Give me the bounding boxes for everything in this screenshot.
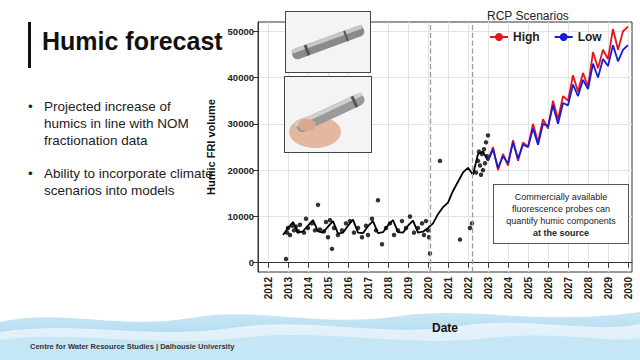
svg-text:10000: 10000 [228, 211, 254, 222]
svg-text:Date: Date [432, 321, 458, 335]
html-text:RCP Scenarios: RCP Scenarios [487, 9, 569, 23]
html-text:Centre for Water Resource Stud: Centre for Water Resource Studies | Dalh… [30, 342, 235, 351]
svg-text:High: High [513, 30, 540, 44]
svg-text:2016: 2016 [343, 277, 354, 300]
html-text:Ability to incorporate climate: Ability to incorporate climate scenarios… [44, 166, 213, 198]
svg-text:50000: 50000 [228, 26, 254, 37]
svg-text:40000: 40000 [228, 72, 254, 83]
svg-text:2021: 2021 [443, 277, 454, 300]
svg-text:2013: 2013 [283, 277, 294, 300]
html-text:at the source: at the source [533, 228, 589, 238]
svg-text:2015: 2015 [323, 277, 334, 300]
html-text:Humic forecast: Humic forecast [42, 27, 223, 55]
svg-text:Low: Low [578, 30, 603, 44]
svg-text:2020: 2020 [423, 277, 434, 300]
svg-text:2012: 2012 [263, 277, 274, 300]
svg-text:2030: 2030 [623, 277, 634, 300]
svg-text:2022: 2022 [463, 277, 474, 300]
svg-text:Humic FRI volume: Humic FRI volume [205, 99, 218, 195]
svg-text:2014: 2014 [303, 277, 314, 300]
svg-text:2025: 2025 [523, 277, 534, 300]
svg-text:30000: 30000 [228, 118, 254, 129]
svg-text:2019: 2019 [403, 277, 414, 300]
svg-text:20000: 20000 [228, 165, 254, 176]
svg-text:2018: 2018 [383, 277, 394, 300]
svg-text:2023: 2023 [483, 277, 494, 300]
svg-text:2028: 2028 [583, 277, 594, 300]
svg-text:0: 0 [249, 257, 254, 268]
svg-text:2026: 2026 [543, 277, 554, 300]
svg-text:2024: 2024 [503, 277, 514, 300]
svg-text:2027: 2027 [563, 277, 574, 300]
svg-text:2017: 2017 [363, 277, 374, 300]
svg-text:2029: 2029 [603, 277, 614, 300]
html-text:Projected increase of humics i: Projected increase of humics in line wit… [44, 99, 189, 148]
html-text:Commercially available fluores: Commercially available fluorescence prob… [506, 192, 616, 226]
